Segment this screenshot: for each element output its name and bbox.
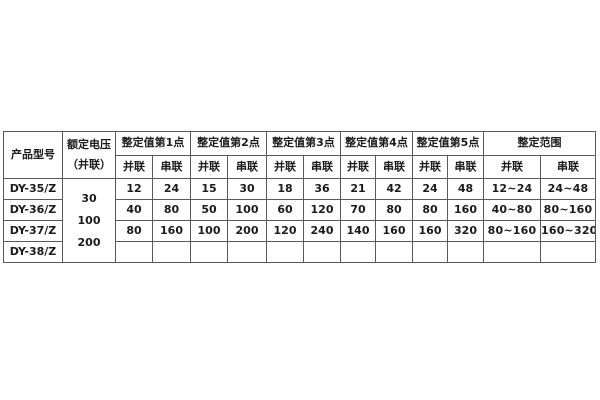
range-cell: [483, 241, 541, 263]
spec-table: 产品型号 额定电压 （并联） 整定值第1点 整定值第2点 整定值第3点 整定值第…: [3, 131, 596, 263]
value-cell: 80: [152, 199, 191, 221]
value-cell: 24: [152, 178, 191, 200]
value-cell: 240: [303, 220, 341, 242]
range-cell: [540, 241, 596, 263]
header-setting-range: 整定范围: [483, 131, 596, 156]
value-cell: [227, 241, 267, 263]
table-row: DY-37/Z 80 160 100 200 120 240 140 160 1…: [3, 220, 596, 242]
value-cell: 80: [375, 199, 413, 221]
subheader-parallel: 并联: [412, 155, 448, 179]
value-cell: 60: [266, 199, 304, 221]
header-setting-point-4: 整定值第4点: [340, 131, 413, 156]
value-cell: 50: [190, 199, 228, 221]
header-setting-point-2: 整定值第2点: [190, 131, 267, 156]
header-rated-voltage-line1: 额定电压: [67, 138, 111, 151]
value-cell: 30: [227, 178, 267, 200]
range-cell: 160~320: [540, 220, 596, 242]
value-cell: 12: [115, 178, 153, 200]
subheader-series: 串联: [447, 155, 484, 179]
header-product-model: 产品型号: [3, 131, 63, 179]
range-cell: 40~80: [483, 199, 541, 221]
range-cell: 80~160: [540, 199, 596, 221]
value-cell: 160: [152, 220, 191, 242]
table-row: DY-36/Z 40 80 50 100 60 120 70 80 80 160…: [3, 199, 596, 221]
subheader-series: 串联: [152, 155, 191, 179]
value-cell: 24: [412, 178, 448, 200]
value-cell: [447, 241, 484, 263]
value-cell: [266, 241, 304, 263]
value-cell: [152, 241, 191, 263]
range-cell: 24~48: [540, 178, 596, 200]
value-cell: 140: [340, 220, 376, 242]
subheader-parallel: 并联: [340, 155, 376, 179]
subheader-series: 串联: [540, 155, 596, 179]
header-setting-point-3: 整定值第3点: [266, 131, 341, 156]
value-cell: [340, 241, 376, 263]
value-cell: 48: [447, 178, 484, 200]
value-cell: 320: [447, 220, 484, 242]
value-cell: 36: [303, 178, 341, 200]
value-cell: 42: [375, 178, 413, 200]
subheader-series: 串联: [303, 155, 341, 179]
header-rated-voltage-line2: （并联）: [67, 158, 111, 171]
table-row: DY-38/Z: [3, 241, 596, 263]
value-cell: 160: [412, 220, 448, 242]
table-row: DY-35/Z 30 100 200 12 24 15 30 18 36 21 …: [3, 178, 596, 263]
value-cell: 100: [190, 220, 228, 242]
header-setting-point-5: 整定值第5点: [412, 131, 484, 156]
value-cell: [375, 241, 413, 263]
row-label: DY-37/Z: [3, 220, 63, 242]
subheader-parallel: 并联: [190, 155, 228, 179]
voltage-value: 200: [77, 235, 101, 249]
subheader-parallel: 并联: [266, 155, 304, 179]
value-cell: [115, 241, 153, 263]
value-cell: 200: [227, 220, 267, 242]
value-cell: 120: [266, 220, 304, 242]
value-cell: 120: [303, 199, 341, 221]
value-cell: 160: [447, 199, 484, 221]
value-cell: 100: [227, 199, 267, 221]
value-cell: [303, 241, 341, 263]
value-cell: 21: [340, 178, 376, 200]
value-cell: 160: [375, 220, 413, 242]
voltage-value: 30: [81, 191, 97, 205]
range-cell: 12~24: [483, 178, 541, 200]
value-cell: 80: [412, 199, 448, 221]
header-setting-point-1: 整定值第1点: [115, 131, 191, 156]
subheader-series: 串联: [375, 155, 413, 179]
value-cell: 15: [190, 178, 228, 200]
value-cell: 70: [340, 199, 376, 221]
header-rated-voltage: 额定电压 （并联）: [62, 131, 116, 179]
voltage-value: 100: [77, 213, 101, 227]
subheader-parallel: 并联: [115, 155, 153, 179]
subheader-series: 串联: [227, 155, 267, 179]
voltage-merged-cell: 30 100 200: [62, 178, 116, 263]
row-label: DY-38/Z: [3, 241, 63, 263]
value-cell: 40: [115, 199, 153, 221]
value-cell: 18: [266, 178, 304, 200]
value-cell: 80: [115, 220, 153, 242]
value-cell: [412, 241, 448, 263]
row-label: DY-35/Z: [3, 178, 63, 200]
row-label: DY-36/Z: [3, 199, 63, 221]
value-cell: [190, 241, 228, 263]
range-cell: 80~160: [483, 220, 541, 242]
subheader-parallel: 并联: [483, 155, 541, 179]
